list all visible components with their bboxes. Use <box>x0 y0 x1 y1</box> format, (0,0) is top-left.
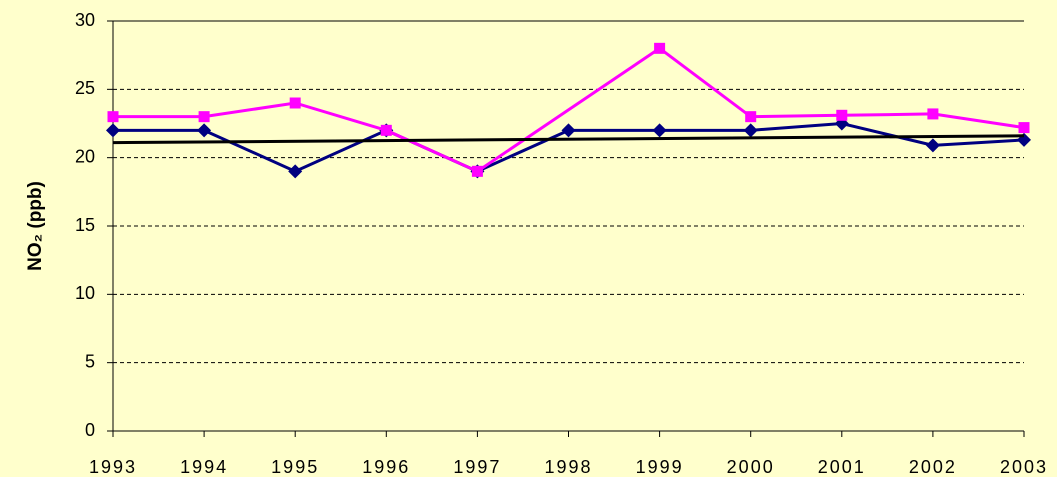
x-tick-label: 1996 <box>362 457 410 477</box>
marker <box>107 111 119 123</box>
marker <box>198 111 210 123</box>
marker <box>927 108 939 120</box>
y-tick-label: 0 <box>85 420 95 440</box>
marker <box>743 123 758 138</box>
y-tick-label: 30 <box>75 10 95 30</box>
x-tick-label: 2002 <box>909 457 957 477</box>
marker <box>380 124 392 136</box>
x-tick-label: 1999 <box>636 457 684 477</box>
x-tick-label: 1995 <box>271 457 319 477</box>
marker <box>925 138 940 153</box>
marker <box>288 164 303 179</box>
marker <box>836 109 848 121</box>
x-tick-label: 1998 <box>544 457 592 477</box>
y-tick-label: 20 <box>75 146 95 166</box>
x-tick-label: 1997 <box>453 457 501 477</box>
x-tick-label: 2000 <box>727 457 775 477</box>
marker <box>289 97 301 109</box>
marker <box>106 123 120 138</box>
series-line <box>112 134 1025 145</box>
marker <box>745 111 757 123</box>
marker <box>1018 122 1030 134</box>
marker <box>471 165 483 177</box>
x-tick-label: 2001 <box>818 457 866 477</box>
x-tick-label: 1993 <box>89 457 137 477</box>
y-axis-label: NO₂ (ppb) <box>25 181 46 271</box>
y-tick-label: 5 <box>85 351 95 371</box>
marker <box>652 123 667 138</box>
marker <box>197 123 212 138</box>
series-line <box>113 46 1025 174</box>
x-tick-label: 1994 <box>180 457 228 477</box>
y-tick-label: 15 <box>75 215 95 235</box>
y-tick-label: 10 <box>75 283 95 303</box>
marker <box>654 42 666 54</box>
y-tick-label: 25 <box>75 78 95 98</box>
marker <box>561 123 576 138</box>
x-tick-label: 2003 <box>1000 457 1048 477</box>
